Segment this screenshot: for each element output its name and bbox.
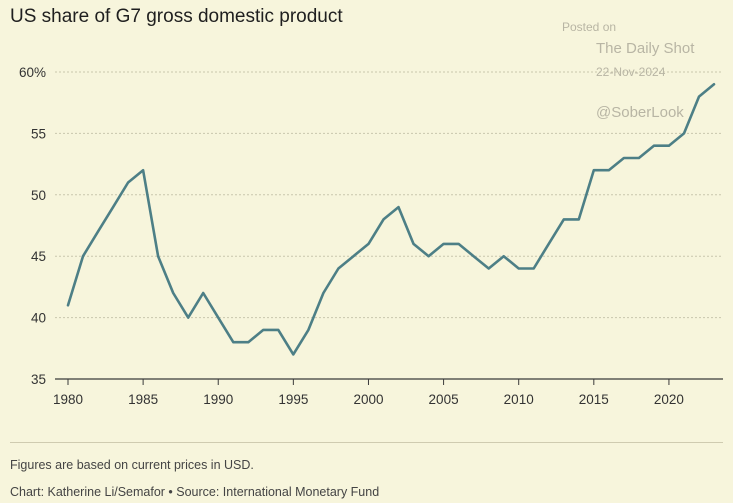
- data-point: [713, 83, 716, 86]
- y-tick-label: 55: [31, 126, 46, 141]
- series-layer: [66, 83, 716, 356]
- y-tick-label: 35: [31, 372, 46, 387]
- data-point: [367, 243, 370, 246]
- x-tick-label: 2020: [654, 392, 684, 407]
- data-point: [683, 132, 686, 135]
- data-point: [337, 267, 340, 270]
- data-point: [217, 316, 220, 319]
- data-point: [593, 169, 596, 172]
- data-point: [472, 255, 475, 258]
- data-point: [232, 341, 235, 344]
- data-point: [127, 181, 130, 184]
- footnote-credit: Chart: Katherine Li/Semafor • Source: In…: [10, 485, 380, 499]
- data-point: [457, 243, 460, 246]
- x-tick-label: 1995: [278, 392, 308, 407]
- series-line: [66, 83, 716, 356]
- x-tick-label: 2000: [353, 392, 383, 407]
- footnote-prices: Figures are based on current prices in U…: [10, 458, 254, 472]
- data-point: [532, 267, 535, 270]
- x-tick-label: 1990: [203, 392, 233, 407]
- y-axis-ticks: 60% 55 50 45 40 35: [19, 65, 46, 387]
- data-point: [112, 206, 115, 209]
- y-tick-label: 60%: [19, 65, 46, 80]
- data-point: [442, 243, 445, 246]
- data-point: [202, 292, 205, 295]
- data-point: [157, 255, 160, 258]
- y-tick-label: 50: [31, 188, 46, 203]
- data-point: [623, 157, 626, 160]
- data-point: [427, 255, 430, 258]
- data-point: [487, 267, 490, 270]
- data-point: [67, 304, 70, 307]
- x-tick-label: 1985: [128, 392, 158, 407]
- x-tick-label: 2005: [429, 392, 459, 407]
- data-point: [668, 144, 671, 147]
- data-point: [547, 243, 550, 246]
- data-point: [82, 255, 85, 258]
- data-point: [577, 218, 580, 221]
- data-point: [352, 255, 355, 258]
- data-point: [307, 329, 310, 332]
- data-point: [262, 329, 265, 332]
- x-tick-label: 1980: [53, 392, 83, 407]
- watermark-handle: @SoberLook: [596, 104, 684, 121]
- data-point: [142, 169, 145, 172]
- data-point: [292, 353, 295, 356]
- data-point: [397, 206, 400, 209]
- watermark-posted: Posted on: [562, 20, 617, 34]
- data-point: [502, 255, 505, 258]
- y-tick-label: 40: [31, 311, 46, 326]
- grid-lines: [55, 71, 723, 380]
- data-point: [562, 218, 565, 221]
- data-point: [517, 267, 520, 270]
- data-point: [698, 95, 701, 98]
- x-tick-label: 2010: [504, 392, 534, 407]
- data-point: [322, 292, 325, 295]
- data-point: [187, 316, 190, 319]
- x-tick-label: 2015: [579, 392, 609, 407]
- data-point: [412, 243, 415, 246]
- data-point: [653, 144, 656, 147]
- watermark-outlet: The Daily Shot: [596, 40, 695, 57]
- data-point: [247, 341, 250, 344]
- watermark-date: 22-Nov-2024: [596, 65, 666, 79]
- data-point: [172, 292, 175, 295]
- x-axis-ticks: 1980 1985 1990 1995 2000 2005 2010 2015 2020: [53, 379, 684, 407]
- data-point: [608, 169, 611, 172]
- data-point: [277, 329, 280, 332]
- data-point: [382, 218, 385, 221]
- y-tick-label: 45: [31, 249, 46, 264]
- chart-title: US share of G7 gross domestic product: [10, 6, 343, 27]
- data-point: [97, 230, 100, 233]
- data-point: [638, 157, 641, 160]
- footer-divider: [10, 442, 723, 443]
